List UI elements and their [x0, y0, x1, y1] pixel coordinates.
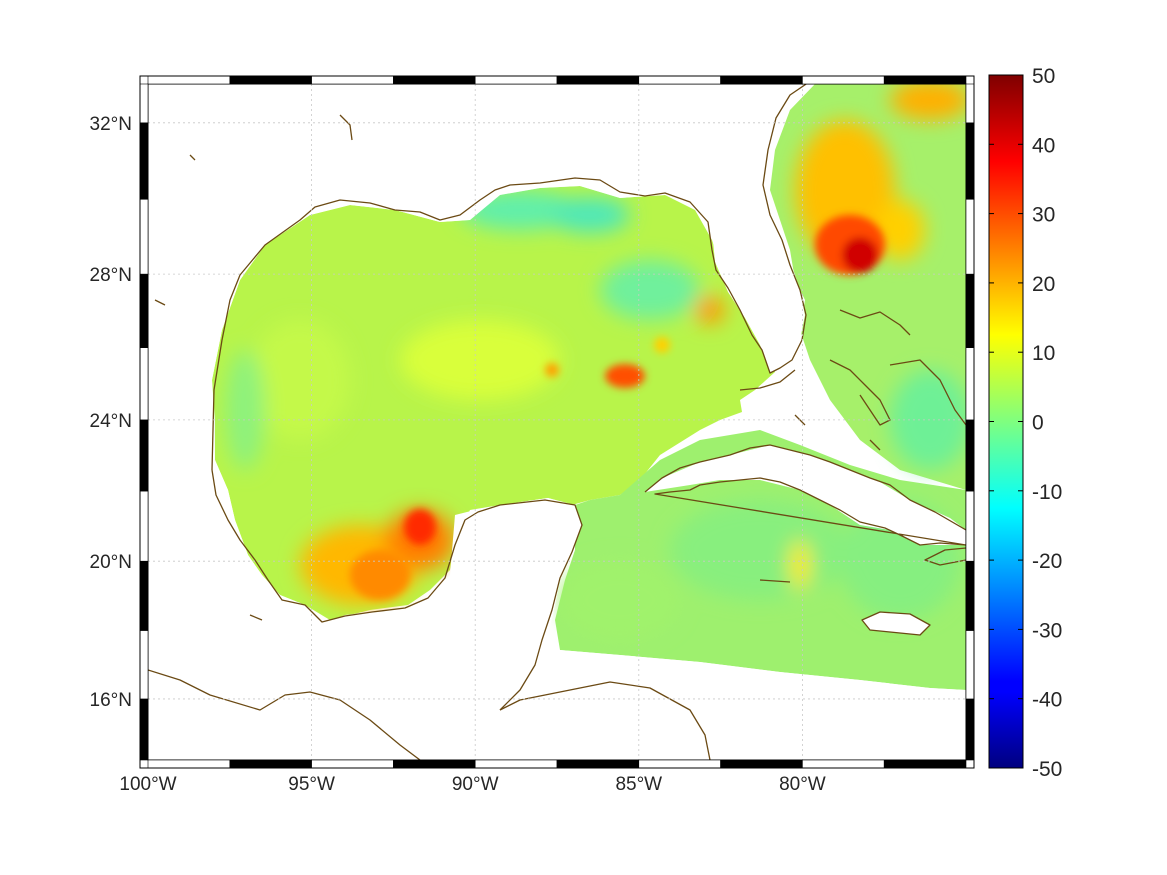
frame-segment-left [139, 490, 149, 562]
frame-segment-left [139, 419, 149, 492]
frame-segment-left [139, 560, 149, 631]
x-tick-label: 100°W [119, 774, 176, 795]
colorbar-ticks: 50 40 30 20 10 0 -10 -20 -30 -40 -50 [989, 65, 1062, 781]
frame-segment-bottom [802, 759, 885, 769]
y-tick-label: 28°N [90, 265, 132, 286]
frame-segment-right [965, 560, 975, 631]
y-tick-label: 32°N [90, 114, 132, 135]
frame-segment-left [139, 698, 149, 761]
coastlines [148, 84, 966, 760]
frame-segment-right [965, 490, 975, 562]
x-tick-label: 90°W [452, 774, 499, 795]
frame-segment-top [883, 75, 967, 85]
frame-segment-top [311, 75, 394, 85]
frame-segment-left [139, 273, 149, 348]
map-frame [139, 75, 975, 769]
frame-segment-right [965, 122, 975, 200]
frame-segment-right [965, 347, 975, 421]
colorbar-tick-label: 20 [1032, 273, 1055, 296]
colorbar-tick-label: -10 [1032, 481, 1062, 504]
frame-segment-bottom [638, 759, 721, 769]
x-tick-labels: 100°W 95°W 90°W 85°W 80°W [119, 774, 825, 795]
frame-segment-right [965, 198, 975, 275]
yucatan-land [148, 498, 582, 760]
colorbar-tick-label: 30 [1032, 204, 1055, 227]
jamaica-coastline [861, 611, 931, 636]
colorbar-tick-label: 10 [1032, 342, 1055, 365]
frame-segment-bottom [474, 759, 558, 769]
frame-outline [139, 75, 975, 769]
frame-segment-left [139, 83, 149, 124]
frame-segment-top [474, 75, 558, 85]
colorbar-tick-label: 40 [1032, 134, 1055, 157]
colorbar-gradient [989, 75, 1023, 768]
central-america-coastline [499, 681, 711, 760]
frame-segment-top [638, 75, 721, 85]
cuba-land [645, 445, 966, 545]
frame-segment-top [802, 75, 885, 85]
nodata-south [550, 650, 966, 760]
frame-segment-left [139, 198, 149, 275]
frame-segment-bottom [311, 759, 394, 769]
frame-segment-bottom [883, 759, 967, 769]
frame-segment-left [139, 122, 149, 200]
pacific-coastline [148, 669, 421, 760]
colorbar-tick-label: 50 [1032, 65, 1055, 88]
colorbar-tick-label: -30 [1032, 619, 1062, 642]
colorbar-tick-label: -20 [1032, 550, 1062, 573]
frame-segment-bottom [147, 759, 231, 769]
map-grid [148, 84, 966, 760]
colorbar-tick-label: -50 [1032, 758, 1062, 781]
y-tick-labels: 16°N 20°N 24°N 28°N 32°N [90, 114, 132, 711]
frame-segment-left [139, 630, 149, 700]
frame-segment-top [720, 75, 803, 85]
frame-segment-right [965, 83, 975, 124]
frame-segment-top [556, 75, 640, 85]
colorbar-tick-label: -40 [1032, 689, 1062, 712]
frame-segment-right [965, 630, 975, 700]
hispaniola-coastline [924, 547, 966, 566]
frame-segment-top [229, 75, 312, 85]
data-field [148, 84, 966, 760]
jamaica-land [862, 612, 930, 635]
y-tick-label: 20°N [90, 552, 132, 573]
frame-segment-right [965, 273, 975, 348]
frame-segment-bottom [229, 759, 312, 769]
x-tick-label: 85°W [615, 774, 662, 795]
y-tick-label: 16°N [90, 690, 132, 711]
frame-segment-left [139, 347, 149, 421]
x-tick-label: 80°W [779, 774, 826, 795]
frame-segment-bottom [556, 759, 640, 769]
florida-land [690, 84, 807, 372]
us-land [148, 84, 700, 690]
keys-coastline [739, 369, 796, 391]
frame-segment-bottom [393, 759, 476, 769]
y-tick-label: 24°N [90, 411, 132, 432]
frame-segment-right [965, 419, 975, 492]
x-tick-label: 95°W [288, 774, 335, 795]
colorbar: 50 40 30 20 10 0 -10 -20 -30 -40 -50 [988, 65, 1062, 781]
frame-segment-top [393, 75, 476, 85]
us-gulf-coastline [211, 84, 808, 471]
islands-coastline [154, 114, 806, 621]
cuba-coastline [644, 444, 966, 546]
frame-segment-right [965, 698, 975, 761]
frame-segment-bottom [720, 759, 803, 769]
bahamas-coastline [829, 309, 966, 451]
frame-segment-top [147, 75, 231, 85]
colorbar-tick-label: 0 [1032, 412, 1044, 435]
